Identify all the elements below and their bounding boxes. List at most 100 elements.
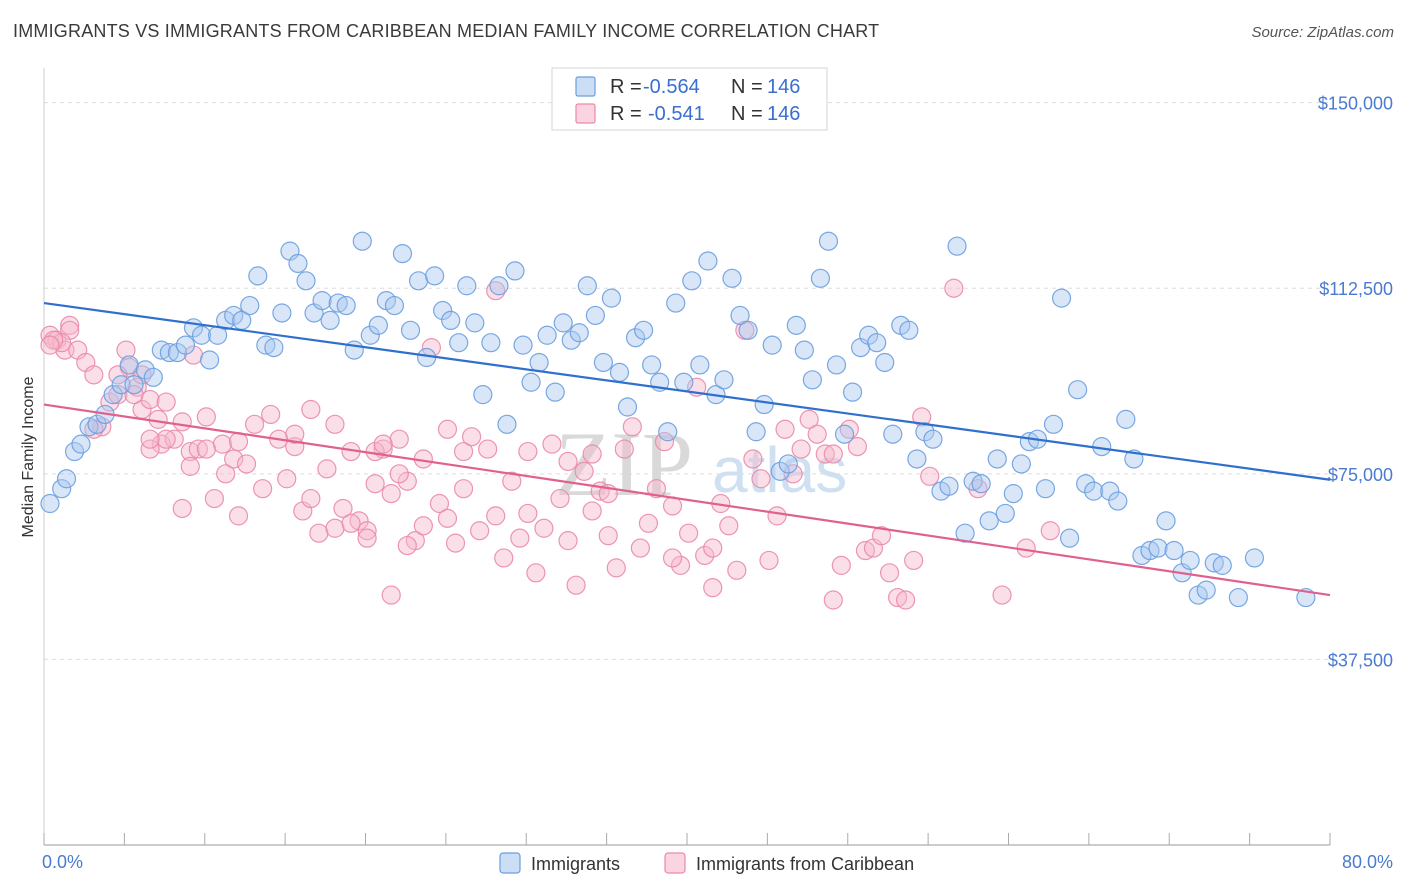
immigrants-point-44	[392, 243, 413, 264]
caribbean-point-6	[84, 365, 104, 385]
caribbean-point-128	[373, 434, 393, 454]
caribbean-point-55	[445, 533, 466, 553]
caribbean-point-98	[791, 439, 811, 459]
immigrants-point-59	[513, 335, 533, 355]
caribbean-point-56	[453, 441, 474, 462]
chart-title: IMMIGRANTS VS IMMIGRANTS FROM CARIBBEAN …	[13, 21, 880, 41]
caribbean-point-75	[606, 558, 626, 578]
caribbean-point-153	[558, 451, 578, 472]
immigrants-point-132	[1100, 481, 1120, 501]
immigrants-point-110	[923, 429, 943, 449]
caribbean-point-152	[518, 441, 538, 462]
immigrants-point-69	[593, 352, 614, 373]
caribbean-point-101	[815, 444, 835, 464]
immigrants-point-48	[425, 266, 445, 286]
immigrants-point-29	[272, 303, 292, 323]
caribbean-point-26	[216, 464, 236, 484]
caribbean-point-147	[662, 548, 683, 568]
caribbean-point-115	[944, 278, 964, 298]
caribbean-point-127	[397, 535, 417, 556]
caribbean-point-40	[325, 414, 345, 434]
caribbean-point-148	[703, 538, 723, 558]
immigrants-point-134	[1116, 409, 1136, 429]
immigrants-point-144	[1196, 580, 1216, 600]
immigrants-point-85	[722, 268, 742, 288]
immigrants-point-112	[939, 476, 959, 496]
caribbean-point-102	[823, 444, 843, 464]
caribbean-point-47	[381, 484, 401, 504]
y-tick-label-2: $112,500	[1319, 279, 1393, 299]
immigrants-point-133	[1108, 491, 1128, 511]
caribbean-point-100	[807, 424, 827, 444]
immigrants-point-79	[674, 372, 694, 392]
immigrants-point-16	[167, 342, 188, 363]
immigrants-point-100	[842, 382, 863, 402]
immigrants-point-40	[360, 325, 380, 345]
immigrants-point-63	[545, 382, 565, 402]
caribbean-point-68	[550, 488, 570, 509]
caribbean-point-79	[638, 513, 659, 533]
caribbean-point-143	[140, 429, 160, 449]
caribbean-point-58	[470, 521, 490, 541]
caribbean-point-113	[912, 407, 932, 427]
caribbean-point-27	[224, 449, 244, 469]
immigrants-point-11	[124, 375, 144, 395]
immigrants-point-36	[328, 293, 348, 313]
caribbean-point-44	[357, 521, 377, 541]
immigrants-point-62	[537, 325, 557, 345]
immigrants-point-116	[971, 474, 991, 494]
caribbean-point-120	[381, 585, 401, 605]
immigrants-point-142	[1180, 550, 1200, 571]
x-tick-label-min: 0.0%	[42, 852, 83, 872]
immigrants-point-15	[159, 342, 179, 363]
immigrants-point-109	[915, 422, 935, 442]
caribbean-point-84	[679, 523, 699, 543]
immigrants-point-61	[529, 352, 549, 373]
immigrants-point-95	[802, 370, 822, 390]
caribbean-point-151	[453, 479, 474, 499]
immigrants-point-65	[561, 330, 581, 350]
caribbean-point-69	[558, 531, 578, 551]
caribbean-point-121	[325, 518, 345, 538]
immigrants-point-139	[1156, 511, 1176, 531]
caribbean-point-57	[461, 427, 482, 447]
immigrants-point-14	[151, 340, 171, 360]
immigrants-point-77	[658, 422, 678, 442]
caribbean-point-37	[301, 488, 321, 509]
immigrants-point-140	[1164, 540, 1184, 561]
immigrants-point-25	[240, 295, 260, 316]
series-caribbean-points	[40, 278, 1060, 610]
immigrants-point-58	[505, 261, 525, 281]
immigrants-point-6	[87, 414, 107, 434]
immigrants-point-37	[336, 295, 356, 316]
caribbean-point-122	[341, 513, 361, 533]
immigrants-point-8	[103, 385, 123, 405]
caribbean-point-48	[389, 429, 409, 449]
immigrants-point-10	[119, 355, 139, 375]
immigrants-point-73	[625, 328, 646, 348]
caribbean-point-123	[389, 464, 409, 484]
caribbean-point-41	[333, 498, 353, 519]
immigrants-point-13	[143, 367, 163, 387]
immigrants-point-97	[818, 231, 839, 251]
caribbean-point-22	[188, 439, 208, 459]
caribbean-point-139	[52, 333, 72, 353]
immigrants-point-72	[617, 397, 638, 417]
immigrants-point-91	[770, 461, 790, 481]
immigrants-point-35	[320, 310, 340, 331]
immigrants-point-17	[175, 335, 196, 355]
caribbean-point-141	[40, 335, 60, 355]
caribbean-point-114	[920, 466, 940, 486]
caribbean-point-129	[228, 506, 249, 526]
y-tick-label-1: $75,000	[1328, 465, 1393, 485]
immigrants-point-54	[473, 385, 493, 405]
stats-legend: R = -0.564 N = 146 R = -0.541 N = 146	[551, 67, 828, 131]
immigrants-point-102	[859, 325, 879, 345]
caribbean-point-109	[879, 563, 900, 583]
caribbean-point-49	[397, 471, 417, 491]
caribbean-point-14	[140, 389, 160, 410]
stats-legend-swatch-blue	[575, 76, 596, 97]
immigrants-point-57	[497, 414, 517, 434]
caribbean-point-67	[542, 434, 562, 454]
y-tick-labels: $37,500 $75,000 $112,500 $150,000	[1318, 94, 1393, 671]
